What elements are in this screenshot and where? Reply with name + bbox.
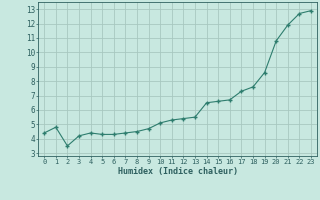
X-axis label: Humidex (Indice chaleur): Humidex (Indice chaleur)	[118, 167, 238, 176]
